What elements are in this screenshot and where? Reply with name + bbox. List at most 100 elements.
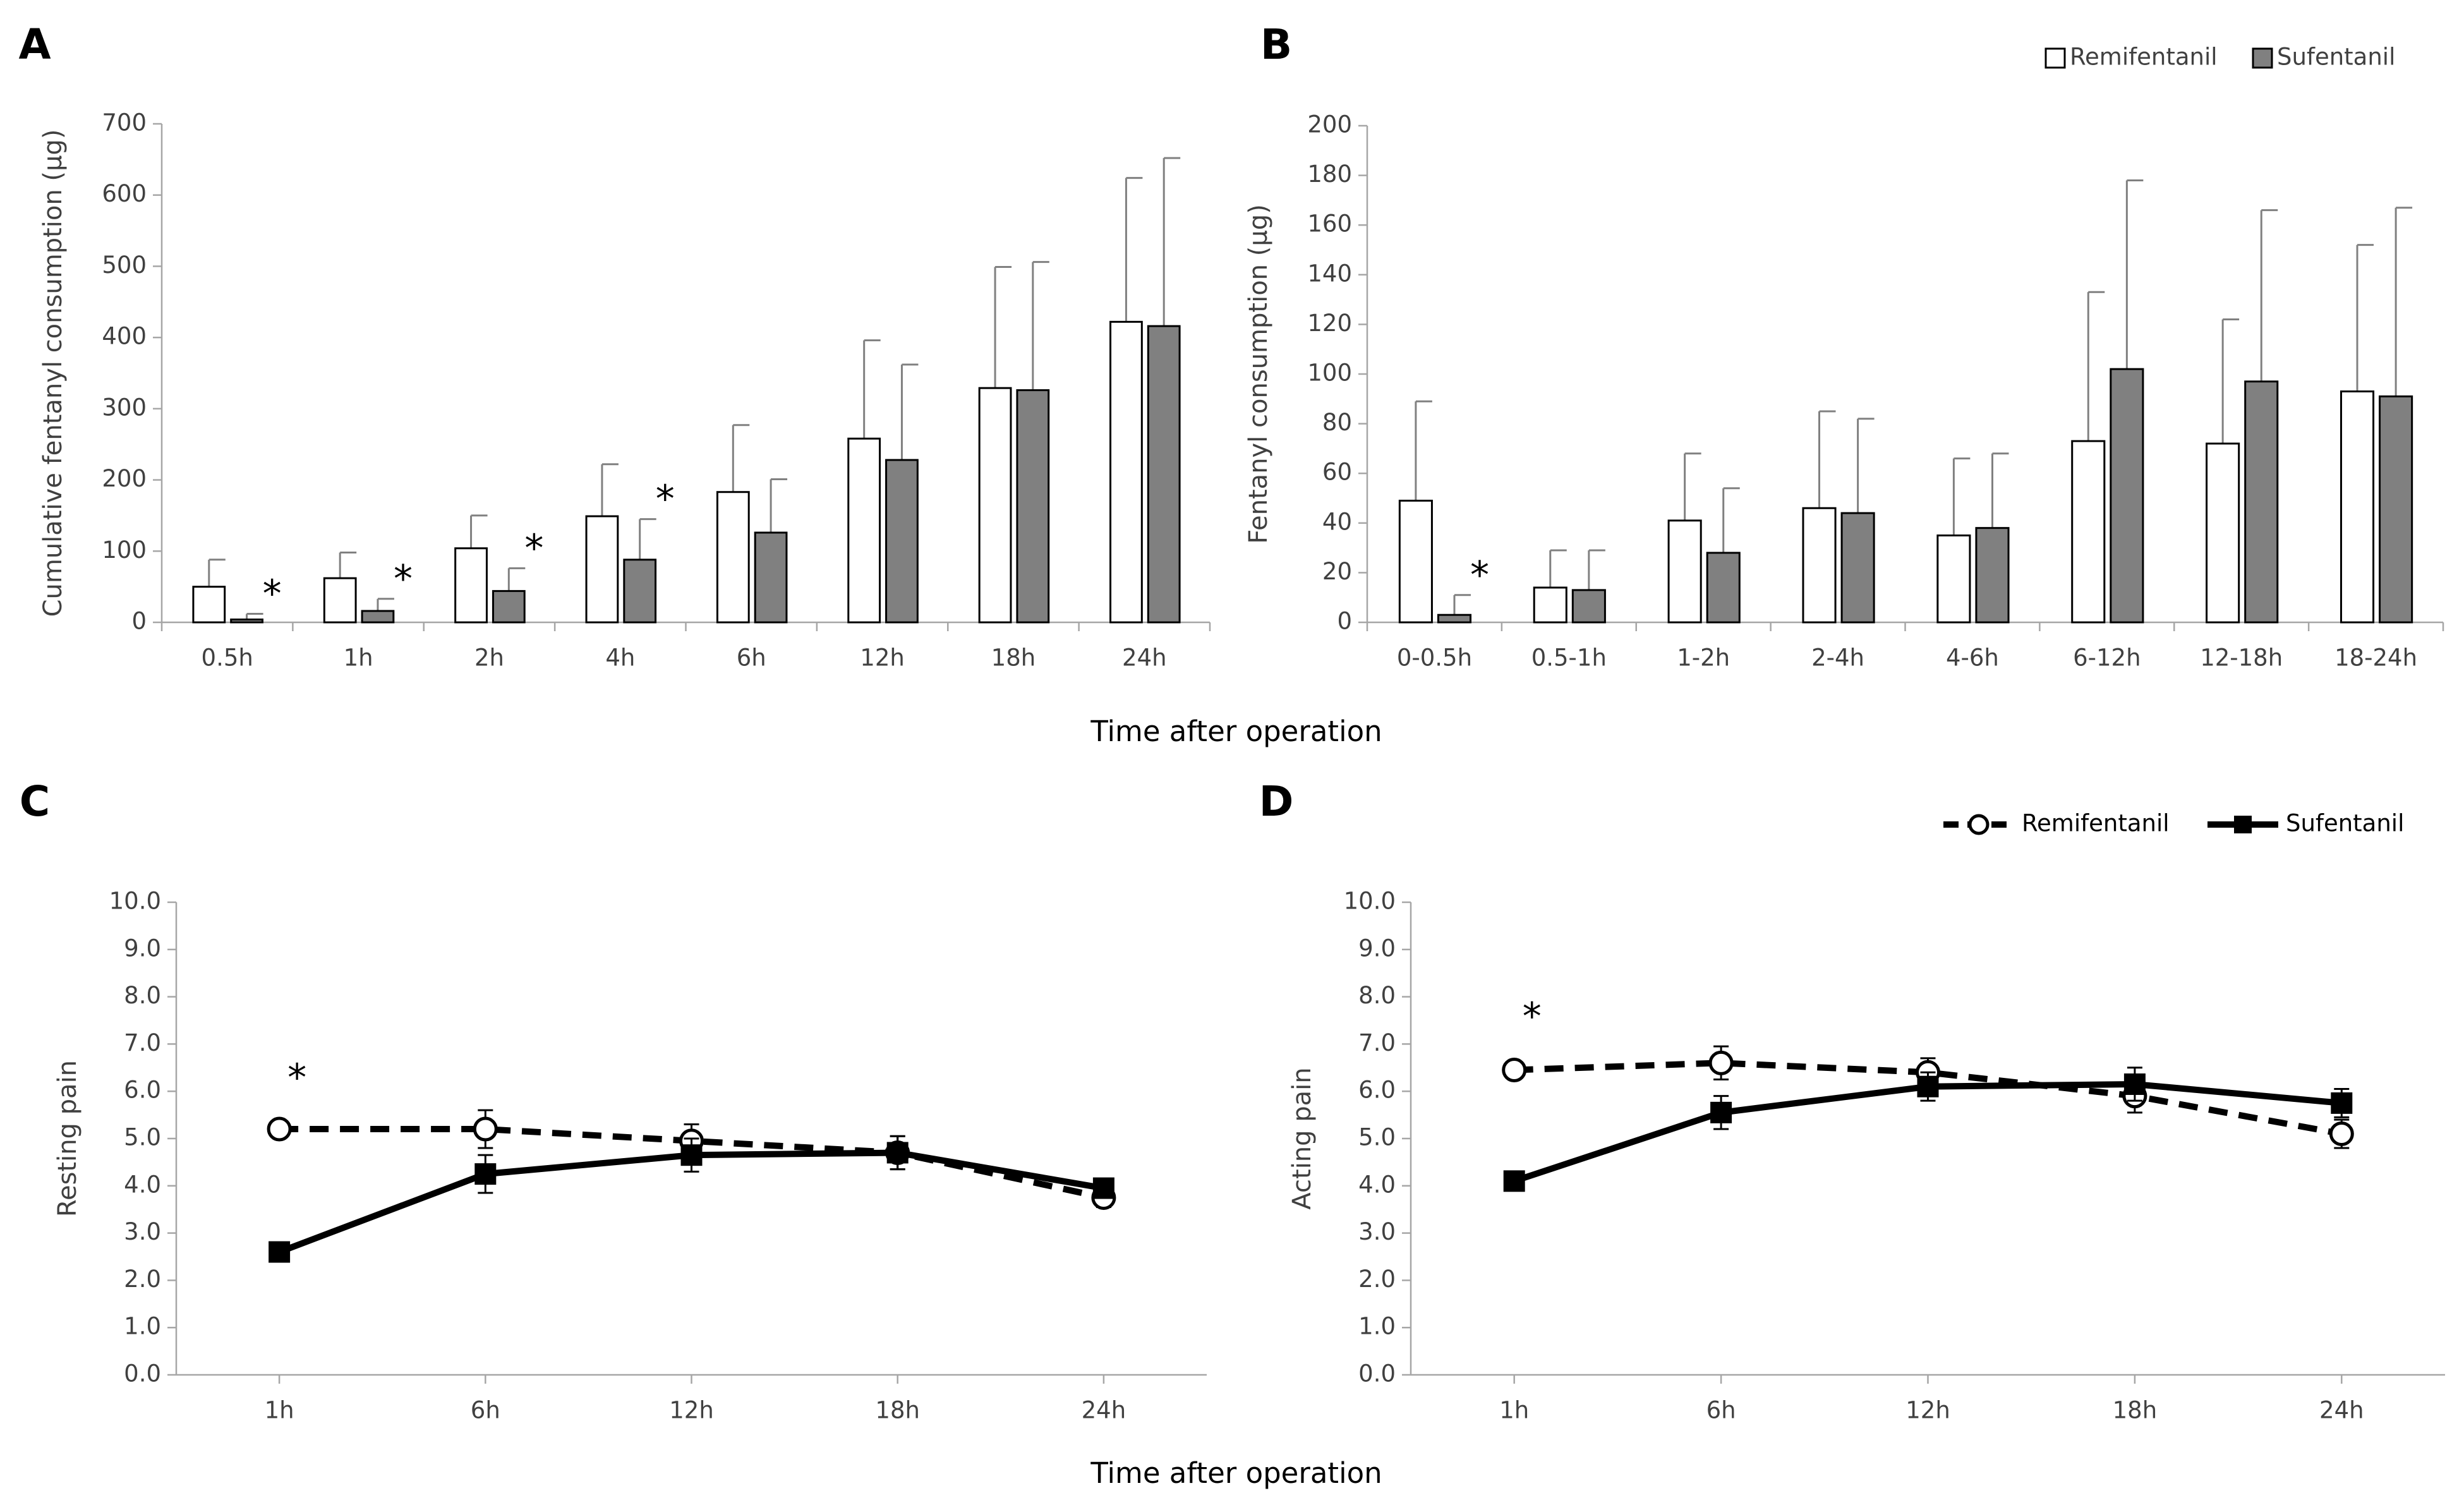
y-tick-label: 0.0: [124, 1360, 161, 1387]
y-tick-label: 10.0: [109, 888, 161, 915]
bar: [978, 387, 1012, 624]
x-tick-label: 6h: [471, 1397, 500, 1424]
x-tick-label: 18h: [875, 1397, 920, 1424]
y-tick-label: 4.0: [124, 1171, 161, 1198]
bar: [1109, 320, 1143, 624]
marker: [2331, 1092, 2353, 1114]
marker: [1917, 1075, 1939, 1097]
panel-label: A: [18, 20, 51, 69]
marker: [473, 1116, 498, 1142]
x-axis-label: Time after operation: [1090, 715, 1382, 748]
x-tick-label: 4h: [605, 644, 635, 672]
marker: [1503, 1170, 1525, 1192]
y-tick-label: 2.0: [124, 1266, 161, 1293]
bar: [623, 559, 657, 624]
x-tick-label: 1-2h: [1677, 644, 1730, 672]
y-tick-label: 7.0: [124, 1029, 161, 1056]
bar: [1571, 589, 1606, 624]
series-line: [1514, 1060, 2343, 1137]
y-tick-label: 100: [102, 536, 147, 564]
y-tick-label: 80: [1322, 409, 1352, 436]
bar: [716, 491, 750, 624]
marker: [886, 1142, 909, 1164]
bar: [2071, 440, 2106, 624]
panel-label: B: [1260, 20, 1292, 69]
y-tick-label: 300: [102, 394, 147, 421]
x-tick-label: 24h: [1122, 644, 1167, 672]
marker: [680, 1144, 703, 1166]
bar: [585, 515, 619, 624]
bar: [1975, 527, 2010, 624]
x-tick-label: 24h: [1082, 1397, 1126, 1424]
bar: [230, 618, 263, 624]
marker: [474, 1163, 497, 1185]
significance-mark: *: [656, 477, 675, 521]
marker: [1502, 1058, 1527, 1083]
y-tick-label: 4.0: [1358, 1171, 1396, 1198]
legend-label: Sufentanil: [2286, 810, 2404, 837]
bar: [1802, 507, 1837, 624]
bar: [1533, 586, 1567, 624]
x-tick-label: 12h: [669, 1397, 714, 1424]
x-tick-label: 0-0.5h: [1397, 644, 1472, 672]
marker: [267, 1116, 292, 1142]
bar: [2340, 390, 2375, 624]
bar: [2379, 395, 2413, 624]
y-tick-label: 3.0: [1358, 1218, 1396, 1245]
bar: [847, 437, 881, 624]
y-tick-label: 2.0: [1358, 1266, 1396, 1293]
significance-mark: *: [1523, 994, 1542, 1039]
y-tick-label: 6.0: [1358, 1077, 1396, 1104]
y-tick-label: 120: [1307, 310, 1352, 337]
legend-swatch: [2044, 47, 2066, 69]
y-tick-label: 500: [102, 251, 147, 279]
legend-label: Remifentanil: [2022, 810, 2170, 837]
bar: [323, 577, 357, 624]
significance-mark: *: [394, 557, 413, 601]
y-tick-label: 6.0: [124, 1077, 161, 1104]
y-tick-label: 0: [1337, 608, 1352, 635]
x-tick-label: 1h: [265, 1397, 294, 1424]
bar: [1147, 325, 1181, 624]
x-tick-label: 18-24h: [2334, 644, 2417, 672]
significance-mark: *: [287, 1056, 306, 1100]
legend-marker: [2234, 816, 2252, 833]
y-tick-label: 200: [1307, 111, 1352, 138]
y-tick-label: 140: [1307, 260, 1352, 287]
y-tick-label: 7.0: [1358, 1029, 1396, 1056]
bar: [1840, 512, 1875, 624]
panel-label: C: [20, 777, 50, 826]
bar: [1936, 534, 1971, 624]
x-tick-label: 1h: [344, 644, 373, 672]
significance-mark: *: [1470, 553, 1489, 597]
y-tick-label: 160: [1307, 210, 1352, 238]
y-tick-label: 1.0: [124, 1313, 161, 1340]
x-tick-label: 0.5h: [202, 644, 253, 672]
x-tick-label: 12h: [1905, 1397, 1950, 1424]
y-tick-label: 600: [102, 180, 147, 207]
marker: [1092, 1177, 1114, 1199]
bar: [361, 610, 395, 624]
x-tick-label: 24h: [2319, 1397, 2364, 1424]
y-tick-label: 100: [1307, 360, 1352, 387]
x-tick-label: 18h: [2113, 1397, 2158, 1424]
x-axis-label: Time after operation: [1090, 1456, 1382, 1490]
significance-mark: *: [263, 572, 282, 616]
bar: [1016, 389, 1050, 624]
bar: [885, 459, 919, 624]
bar: [2244, 380, 2279, 624]
y-tick-label: 40: [1322, 508, 1352, 535]
y-tick-label: 8.0: [124, 982, 161, 1009]
x-tick-label: 4-6h: [1946, 644, 1999, 672]
bar: [2110, 368, 2144, 624]
y-tick-label: 5.0: [1358, 1124, 1396, 1151]
y-tick-label: 0.0: [1358, 1360, 1396, 1387]
legend-swatch: [2252, 47, 2273, 69]
bar: [1398, 499, 1433, 624]
y-tick-label: 700: [102, 109, 147, 136]
y-tick-label: 180: [1307, 160, 1352, 188]
legend-marker: [1968, 814, 1990, 835]
y-tick-label: 5.0: [124, 1124, 161, 1151]
legend-label: Sufentanil: [2277, 44, 2395, 71]
